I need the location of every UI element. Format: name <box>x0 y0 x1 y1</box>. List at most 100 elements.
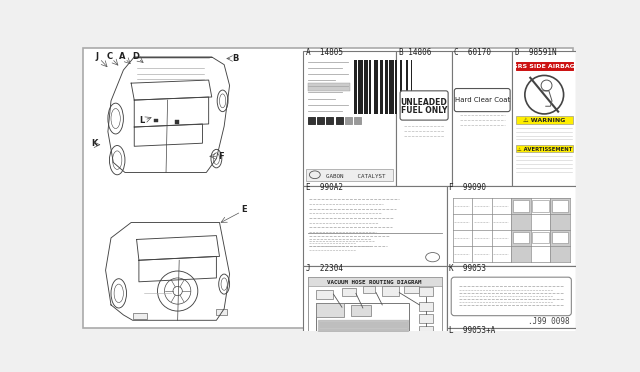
Text: A: A <box>120 52 126 61</box>
Bar <box>552 200 568 212</box>
Bar <box>411 60 412 114</box>
Bar <box>419 287 433 296</box>
Bar <box>369 60 371 114</box>
Text: Hard Clear Coat: Hard Clear Coat <box>454 97 510 103</box>
Bar <box>550 198 570 214</box>
FancyBboxPatch shape <box>454 89 510 112</box>
Bar <box>532 200 548 212</box>
Bar <box>303 266 447 372</box>
Bar <box>516 145 573 153</box>
Text: L  99053+A: L 99053+A <box>449 326 495 335</box>
Bar <box>552 232 568 244</box>
Text: UNLEADED: UNLEADED <box>401 98 447 107</box>
Text: ⚠ WARNING: ⚠ WARNING <box>523 118 565 124</box>
Bar <box>516 62 573 70</box>
Text: B 14806: B 14806 <box>399 48 431 57</box>
Bar <box>345 117 352 124</box>
FancyBboxPatch shape <box>451 277 572 316</box>
Bar <box>511 198 531 214</box>
Bar <box>367 60 369 114</box>
Bar <box>316 303 344 317</box>
Bar <box>356 60 358 114</box>
Bar <box>308 277 442 286</box>
FancyBboxPatch shape <box>400 91 448 120</box>
Text: E  990A2: E 990A2 <box>305 183 342 192</box>
Bar <box>389 60 394 114</box>
Bar <box>397 60 400 114</box>
Text: K  99053: K 99053 <box>449 264 486 273</box>
Bar <box>396 60 397 114</box>
Bar <box>385 60 388 114</box>
Bar <box>447 186 576 266</box>
Text: D: D <box>132 52 140 61</box>
Bar <box>316 289 333 299</box>
FancyBboxPatch shape <box>459 342 564 372</box>
Text: B: B <box>232 54 238 63</box>
Bar <box>513 51 576 186</box>
Text: GABON    CATALYST: GABON CATALYST <box>326 174 386 179</box>
Bar <box>447 328 576 372</box>
Text: D  98591N: D 98591N <box>515 48 556 57</box>
Bar <box>154 119 158 122</box>
Bar <box>378 60 380 114</box>
Bar <box>303 51 396 186</box>
Bar <box>317 117 324 124</box>
Bar <box>364 60 367 114</box>
Bar <box>447 266 576 372</box>
Bar <box>382 286 399 296</box>
Text: C: C <box>106 52 113 61</box>
Text: J: J <box>95 52 99 61</box>
Bar <box>394 60 396 114</box>
Bar <box>342 288 356 296</box>
Text: .J99 0098: .J99 0098 <box>528 317 570 327</box>
Bar <box>353 60 356 114</box>
Text: J  22304: J 22304 <box>305 264 342 273</box>
Bar <box>550 246 570 262</box>
Bar <box>374 60 378 114</box>
Bar <box>216 309 227 315</box>
Text: A  14805: A 14805 <box>305 48 342 57</box>
Bar <box>402 60 406 114</box>
Bar <box>513 200 529 212</box>
Bar <box>316 303 410 350</box>
Text: SRS SIDE AIRBAG: SRS SIDE AIRBAG <box>513 64 575 70</box>
Bar <box>380 60 383 114</box>
Bar <box>326 117 333 124</box>
Bar <box>408 60 411 114</box>
Text: L: L <box>140 116 145 125</box>
Bar <box>388 60 389 114</box>
Bar <box>406 60 408 114</box>
Bar <box>513 232 529 244</box>
Bar <box>550 230 570 246</box>
Bar <box>308 117 315 124</box>
Bar <box>307 169 393 181</box>
Bar <box>351 305 371 317</box>
Bar <box>371 60 374 114</box>
Bar <box>452 51 513 186</box>
Text: F  99090: F 99090 <box>449 183 486 192</box>
Bar <box>516 116 573 124</box>
Text: FUEL ONLY: FUEL ONLY <box>401 106 447 115</box>
Bar <box>404 286 419 294</box>
Bar <box>358 60 363 114</box>
Bar <box>308 277 442 372</box>
Text: K: K <box>91 139 97 148</box>
Bar <box>303 186 447 266</box>
Text: VACUUM HOSE ROUTING DIAGRAM: VACUUM HOSE ROUTING DIAGRAM <box>327 280 422 285</box>
Bar <box>400 60 402 114</box>
Bar <box>419 314 433 323</box>
Bar <box>363 60 364 114</box>
Bar <box>383 60 385 114</box>
Bar <box>396 51 452 186</box>
Text: C  60170: C 60170 <box>454 48 492 57</box>
Text: F: F <box>218 152 224 161</box>
Bar <box>532 232 548 244</box>
Bar <box>132 312 147 319</box>
Bar <box>419 327 433 336</box>
Bar <box>511 214 531 230</box>
Bar <box>355 117 362 124</box>
Bar <box>511 230 531 246</box>
Text: E: E <box>241 205 247 214</box>
Bar <box>550 214 570 230</box>
Bar <box>447 266 576 328</box>
